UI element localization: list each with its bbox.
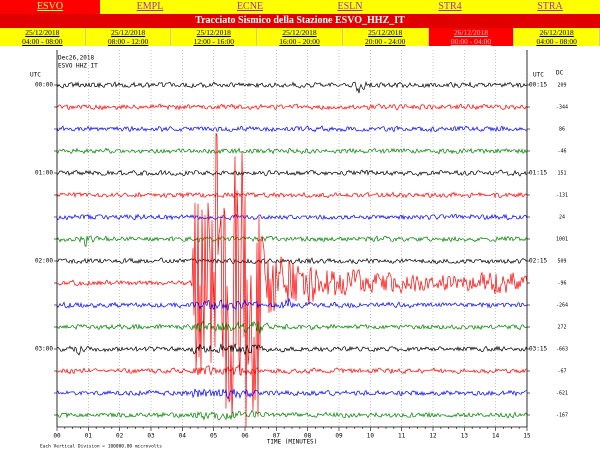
- time-tab-range: 08:00 - 12:00: [107, 36, 149, 46]
- time-tab-date: 25/12/2018: [368, 28, 403, 37]
- time-tab-date: 26/12/2018: [453, 28, 489, 37]
- date-label: Dec26,2018: [58, 55, 95, 62]
- left-time: 00:00: [35, 82, 53, 89]
- station-label: ESVO HHZ IT: [58, 63, 98, 70]
- dc-value: 24: [559, 215, 565, 221]
- page-title: Tracciato Sismico della Stazione ESVO_HH…: [0, 14, 600, 28]
- trace: [57, 103, 527, 111]
- time-tab-date: 25/12/2018: [282, 28, 317, 37]
- x-tick-label: 14: [492, 433, 500, 440]
- x-tick-label: 15: [523, 433, 531, 440]
- x-tick-label: 01: [85, 433, 93, 440]
- right-time: 00:15: [529, 82, 547, 89]
- time-tabs: 25/12/2018 04:00 - 08:00 25/12/2018 08:00 -…: [0, 28, 600, 46]
- trace: [57, 409, 527, 421]
- time-tab[interactable]: 25/12/2018 12:00 - 16:00: [171, 28, 258, 46]
- x-axis-label: TIME (MINUTES): [267, 439, 318, 446]
- time-tab-range: 04:00 - 08:00: [22, 36, 63, 46]
- dc-value: -621: [556, 391, 568, 397]
- dc-value: -167: [556, 413, 568, 419]
- trace: [57, 132, 527, 428]
- dc-value: -264: [556, 303, 568, 309]
- station-tab[interactable]: EMPL: [136, 1, 164, 12]
- station-tab[interactable]: ESVO: [0, 0, 100, 14]
- trace: [57, 169, 527, 177]
- dc-value: -67: [557, 369, 566, 375]
- trace: [57, 388, 527, 400]
- dc-value: -344: [556, 105, 568, 111]
- trace: [57, 235, 527, 247]
- x-tick-label: 08: [304, 433, 312, 440]
- x-tick-label: 09: [335, 433, 343, 440]
- dc-value: -131: [556, 193, 568, 199]
- station-tabs: ESVO EMPL ECNE ESLN STR4 STRA: [0, 0, 600, 14]
- trace: [57, 191, 527, 199]
- time-tab-range: 20:00 - 24:00: [365, 36, 406, 46]
- time-tab[interactable]: 25/12/2018 04:00 - 08:00: [0, 28, 86, 46]
- x-tick-label: 03: [147, 433, 155, 440]
- dc-value: 272: [557, 325, 566, 331]
- dc-header: DC: [556, 70, 564, 77]
- station-tab[interactable]: STRA: [537, 1, 563, 12]
- time-tab-date: 26/12/2018: [539, 28, 574, 37]
- time-tab[interactable]: 26/12/2018 00:00 - 04:00: [428, 28, 515, 46]
- trace: [57, 364, 527, 377]
- trace: [57, 257, 527, 265]
- utc-right: UTC: [533, 72, 544, 79]
- scale-note: Each Vertical Division = 100000.00 micro…: [40, 444, 162, 449]
- dc-value: 209: [557, 83, 566, 89]
- time-tab-range: 12:00 - 16:00: [193, 36, 234, 46]
- trace: [57, 125, 527, 133]
- right-time: 03:15: [529, 346, 547, 353]
- x-tick-label: 05: [210, 433, 218, 440]
- traces: [57, 80, 527, 428]
- dc-value: 509: [557, 259, 566, 265]
- time-tab-range: 00:00 - 04:00: [450, 36, 492, 46]
- x-tick-label: 04: [179, 433, 187, 440]
- dc-value: 1001: [556, 237, 568, 243]
- station-tab[interactable]: STR4: [438, 1, 462, 12]
- station-tab[interactable]: ESLN: [337, 1, 363, 12]
- trace: [57, 213, 527, 221]
- left-time: 02:00: [35, 258, 53, 265]
- x-tick-label: 00: [53, 433, 61, 440]
- x-tick-label: 13: [461, 433, 469, 440]
- x-tick-label: 07: [273, 433, 281, 440]
- x-tick-label: 11: [398, 433, 406, 440]
- trace: [57, 343, 527, 356]
- x-tick-label: 12: [429, 433, 437, 440]
- time-tab-range: 16:00 - 20:00: [279, 36, 320, 46]
- station-tab[interactable]: ECNE: [236, 1, 264, 12]
- x-tick-label: 06: [241, 433, 249, 440]
- time-tab[interactable]: 25/12/2018 16:00 - 20:00: [257, 28, 343, 46]
- seismogram-bg: [0, 46, 600, 449]
- utc-left: UTC: [30, 72, 41, 79]
- time-tab[interactable]: 25/12/2018 08:00 - 12:00: [86, 28, 172, 46]
- dc-value: -96: [557, 281, 566, 287]
- time-tab[interactable]: 25/12/2018 20:00 - 24:00: [343, 28, 429, 46]
- right-time: 02:15: [529, 258, 547, 265]
- dc-value: 86: [559, 127, 565, 133]
- dc-value: 151: [557, 171, 566, 177]
- left-time: 03:00: [35, 346, 53, 353]
- trace: [57, 320, 527, 336]
- x-tick-label: 02: [116, 433, 124, 440]
- time-tab[interactable]: 26/12/2018 04:00 - 08:00: [514, 28, 600, 46]
- time-tab-range: 04:00 - 08:00: [536, 36, 577, 46]
- time-tab-date: 25/12/2018: [25, 28, 60, 37]
- trace: [57, 147, 527, 155]
- right-time: 01:15: [529, 170, 547, 177]
- time-tab-date: 25/12/2018: [110, 28, 146, 37]
- x-tick-label: 10: [367, 433, 375, 440]
- dc-value: -46: [557, 149, 566, 155]
- trace: [57, 80, 527, 94]
- dc-value: -663: [556, 347, 568, 353]
- time-tab-date: 25/12/2018: [196, 28, 231, 37]
- trace: [57, 297, 527, 311]
- left-time: 01:00: [35, 170, 53, 177]
